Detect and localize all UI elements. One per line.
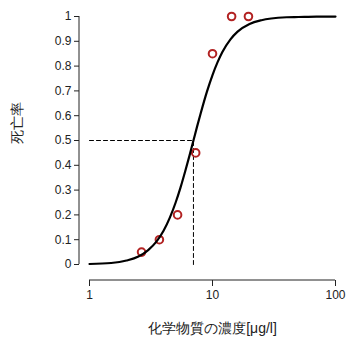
svg-text:0.7: 0.7 (55, 84, 72, 98)
svg-text:0.9: 0.9 (55, 34, 72, 48)
svg-text:0.6: 0.6 (55, 109, 72, 123)
svg-text:0.4: 0.4 (55, 158, 72, 172)
svg-text:100: 100 (325, 288, 345, 302)
svg-text:1: 1 (65, 9, 72, 23)
svg-text:0: 0 (65, 257, 72, 271)
svg-text:0.3: 0.3 (55, 183, 72, 197)
svg-text:死亡率: 死亡率 (9, 102, 25, 144)
svg-text:0.8: 0.8 (55, 59, 72, 73)
svg-text:0.1: 0.1 (55, 233, 72, 247)
svg-text:化学物質の濃度[μg/l]: 化学物質の濃度[μg/l] (148, 320, 277, 336)
svg-text:1: 1 (86, 288, 93, 302)
svg-text:10: 10 (206, 288, 220, 302)
svg-text:0.2: 0.2 (55, 208, 72, 222)
svg-text:0.5: 0.5 (55, 133, 72, 147)
